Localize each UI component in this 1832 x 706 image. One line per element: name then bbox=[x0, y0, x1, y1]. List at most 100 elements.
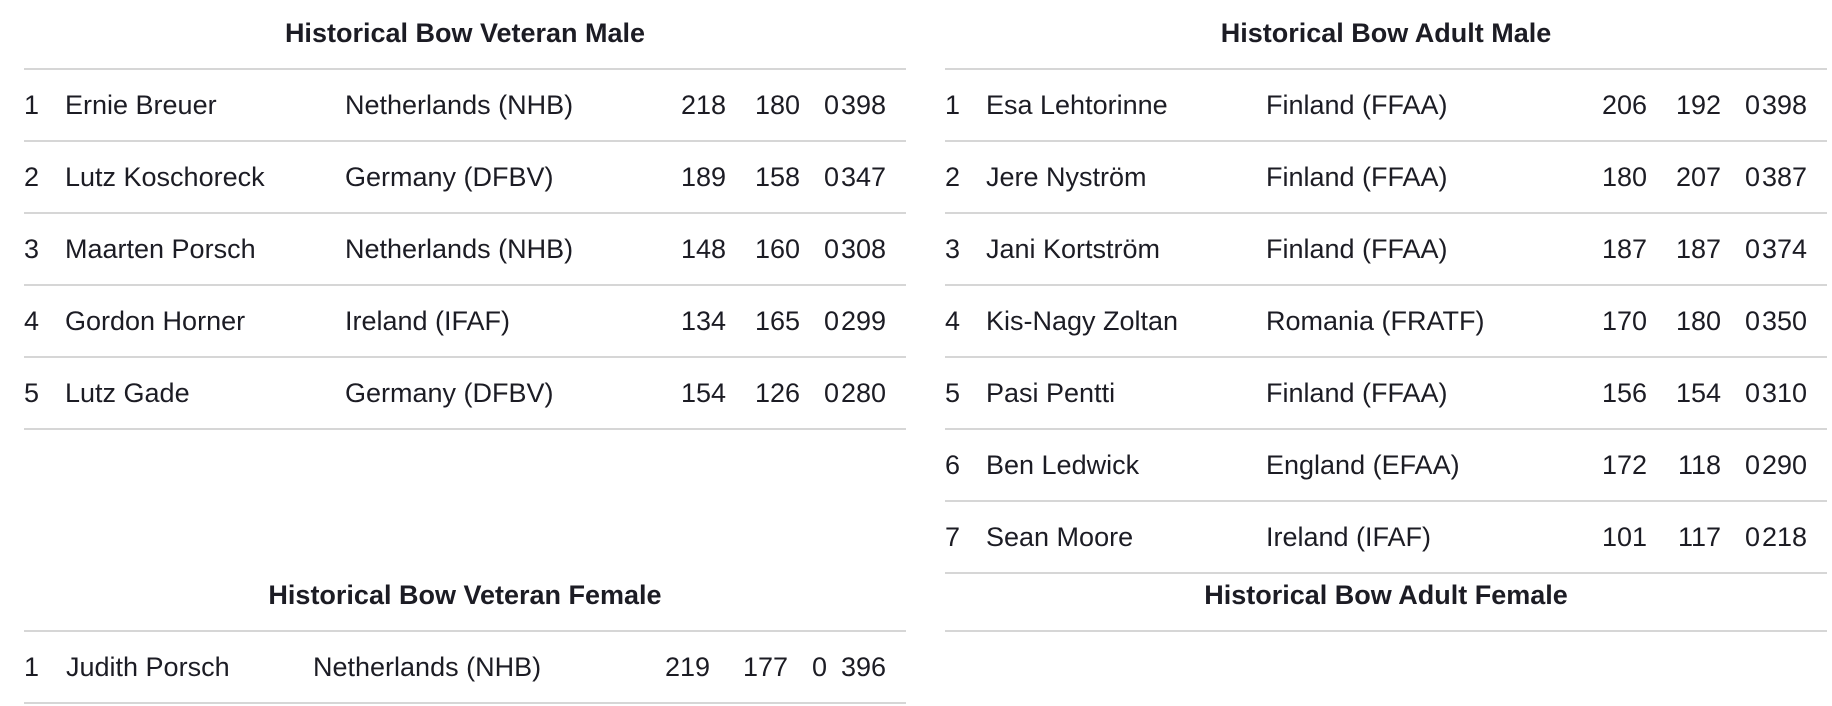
score-round-3: 0 bbox=[1721, 429, 1760, 502]
table-row: 3 Jani Kortström Finland (FFAA) 187 187 0 374 bbox=[945, 213, 1827, 286]
archer-name: Lutz Gade bbox=[65, 357, 345, 430]
score-round-2: 165 bbox=[726, 285, 800, 358]
total-score: 290 bbox=[1760, 429, 1827, 502]
total-score: 299 bbox=[839, 285, 906, 358]
club-name: England (EFAA) bbox=[1266, 429, 1567, 502]
score-round-2: 117 bbox=[1647, 501, 1721, 574]
rank-cell: 6 bbox=[945, 429, 986, 502]
club-name: Ireland (IFAF) bbox=[345, 285, 646, 358]
score-round-3: 0 bbox=[1721, 213, 1760, 286]
archer-name: Kis-Nagy Zoltan bbox=[986, 285, 1266, 358]
club-name: Netherlands (NHB) bbox=[345, 70, 646, 142]
rank-cell: 7 bbox=[945, 501, 986, 574]
total-score: 308 bbox=[839, 213, 906, 286]
results-table: 1 Ernie Breuer Netherlands (NHB) 218 180 0 398… bbox=[24, 70, 906, 430]
table-row: 4 Kis-Nagy Zoltan Romania (FRATF) 170 180 0 35… bbox=[945, 285, 1827, 358]
score-round-3: 0 bbox=[800, 70, 839, 142]
table-row: 1 Esa Lehtorinne Finland (FFAA) 206 192 0 398 bbox=[945, 70, 1827, 142]
rank-cell: 2 bbox=[945, 141, 986, 214]
total-score: 396 bbox=[827, 632, 906, 704]
division-panel-adult-male: Historical Bow Adult Male 1 Esa Lehtorinn… bbox=[945, 0, 1827, 574]
club-name: Finland (FFAA) bbox=[1266, 141, 1567, 214]
results-table: 1 Judith Porsch Netherlands (NHB) 219 177 0 39… bbox=[24, 632, 906, 704]
score-round-2: 126 bbox=[726, 357, 800, 430]
division-title: Historical Bow Veteran Male bbox=[24, 0, 906, 70]
rank-cell: 3 bbox=[24, 213, 65, 286]
score-round-1: 134 bbox=[646, 285, 726, 358]
total-score: 218 bbox=[1760, 501, 1827, 574]
score-round-3: 0 bbox=[1721, 501, 1760, 574]
rank-cell: 1 bbox=[24, 70, 65, 142]
archer-name: Gordon Horner bbox=[65, 285, 345, 358]
archer-name: Ernie Breuer bbox=[65, 70, 345, 142]
rank-cell: 4 bbox=[945, 285, 986, 358]
score-round-2: 180 bbox=[726, 70, 800, 142]
score-round-3: 0 bbox=[1721, 357, 1760, 430]
results-table: 1 Esa Lehtorinne Finland (FFAA) 206 192 0 398 2… bbox=[945, 70, 1827, 574]
table-row: 6 Ben Ledwick England (EFAA) 172 118 0 290 bbox=[945, 429, 1827, 502]
table-row: 5 Lutz Gade Germany (DFBV) 154 126 0 280 bbox=[24, 357, 906, 430]
score-round-3: 0 bbox=[788, 632, 827, 704]
score-round-1: 148 bbox=[646, 213, 726, 286]
division-panel-veteran-female: Historical Bow Veteran Female 1 Judith Po… bbox=[24, 562, 906, 704]
score-round-1: 156 bbox=[1567, 357, 1647, 430]
club-name: Germany (DFBV) bbox=[345, 357, 646, 430]
club-name: Finland (FFAA) bbox=[1266, 357, 1567, 430]
score-round-1: 101 bbox=[1567, 501, 1647, 574]
division-title: Historical Bow Veteran Female bbox=[24, 562, 906, 632]
score-round-2: 192 bbox=[1647, 70, 1721, 142]
club-name: Finland (FFAA) bbox=[1266, 70, 1567, 142]
score-round-2: 160 bbox=[726, 213, 800, 286]
table-row: 4 Gordon Horner Ireland (IFAF) 134 165 0 299 bbox=[24, 285, 906, 358]
club-name: Ireland (IFAF) bbox=[1266, 501, 1567, 574]
total-score: 374 bbox=[1760, 213, 1827, 286]
table-row: 1 Judith Porsch Netherlands (NHB) 219 177 0 39… bbox=[24, 632, 906, 704]
score-round-2: 118 bbox=[1647, 429, 1721, 502]
table-row: 3 Maarten Porsch Netherlands (NHB) 148 160 0 3… bbox=[24, 213, 906, 286]
score-round-1: 189 bbox=[646, 141, 726, 214]
score-round-1: 218 bbox=[646, 70, 726, 142]
archer-name: Esa Lehtorinne bbox=[986, 70, 1266, 142]
division-title: Historical Bow Adult Female bbox=[945, 562, 1827, 632]
rank-cell: 3 bbox=[945, 213, 986, 286]
score-round-2: 177 bbox=[710, 632, 788, 704]
score-round-3: 0 bbox=[1721, 285, 1760, 358]
score-round-1: 154 bbox=[646, 357, 726, 430]
score-round-3: 0 bbox=[800, 213, 839, 286]
total-score: 280 bbox=[839, 357, 906, 430]
archer-name: Ben Ledwick bbox=[986, 429, 1266, 502]
archer-name: Jani Kortström bbox=[986, 213, 1266, 286]
score-round-2: 154 bbox=[1647, 357, 1721, 430]
score-round-1: 180 bbox=[1567, 141, 1647, 214]
score-round-3: 0 bbox=[800, 141, 839, 214]
total-score: 347 bbox=[839, 141, 906, 214]
rank-cell: 4 bbox=[24, 285, 65, 358]
score-round-1: 172 bbox=[1567, 429, 1647, 502]
archer-name: Jere Nyström bbox=[986, 141, 1266, 214]
rank-cell: 1 bbox=[24, 632, 66, 704]
total-score: 310 bbox=[1760, 357, 1827, 430]
score-round-2: 180 bbox=[1647, 285, 1721, 358]
total-score: 398 bbox=[1760, 70, 1827, 142]
total-score: 398 bbox=[839, 70, 906, 142]
table-row: 1 Ernie Breuer Netherlands (NHB) 218 180 0 398 bbox=[24, 70, 906, 142]
score-round-3: 0 bbox=[1721, 141, 1760, 214]
rank-cell: 2 bbox=[24, 141, 65, 214]
table-row: 2 Lutz Koschoreck Germany (DFBV) 189 158 0 347 bbox=[24, 141, 906, 214]
club-name: Netherlands (NHB) bbox=[345, 213, 646, 286]
score-round-3: 0 bbox=[800, 285, 839, 358]
score-round-1: 170 bbox=[1567, 285, 1647, 358]
score-round-1: 206 bbox=[1567, 70, 1647, 142]
division-panel-veteran-male: Historical Bow Veteran Male 1 Ernie Breue… bbox=[24, 0, 906, 430]
rank-cell: 1 bbox=[945, 70, 986, 142]
table-row: 7 Sean Moore Ireland (IFAF) 101 117 0 218 bbox=[945, 501, 1827, 574]
archer-name: Sean Moore bbox=[986, 501, 1266, 574]
archer-name: Maarten Porsch bbox=[65, 213, 345, 286]
archer-name: Lutz Koschoreck bbox=[65, 141, 345, 214]
score-round-2: 187 bbox=[1647, 213, 1721, 286]
division-title: Historical Bow Adult Male bbox=[945, 0, 1827, 70]
club-name: Finland (FFAA) bbox=[1266, 213, 1567, 286]
score-round-1: 219 bbox=[633, 632, 710, 704]
total-score: 350 bbox=[1760, 285, 1827, 358]
club-name: Germany (DFBV) bbox=[345, 141, 646, 214]
